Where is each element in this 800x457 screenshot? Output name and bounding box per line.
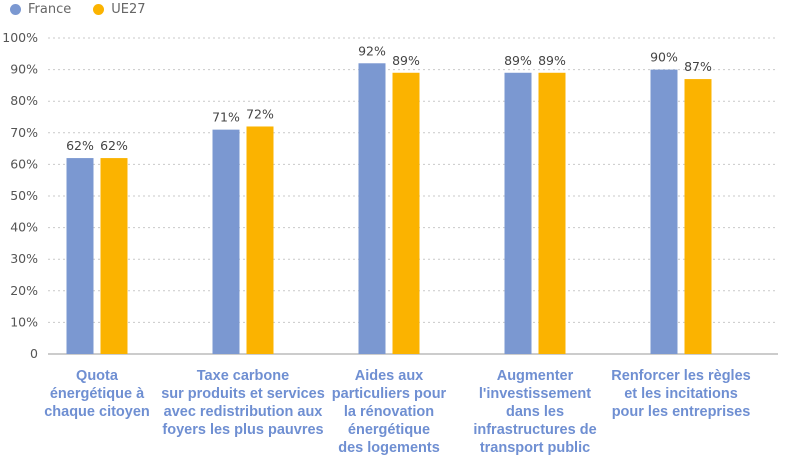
y-tick-label: 80% (10, 93, 38, 108)
bar-value-label: 89% (538, 53, 566, 68)
bar-value-label: 62% (66, 138, 94, 153)
bar-france (650, 69, 678, 354)
y-tick-label: 40% (10, 220, 38, 235)
y-tick-label: 0 (30, 346, 38, 361)
y-tick-label: 70% (10, 125, 38, 140)
legend-item-france: France (10, 2, 71, 17)
category-label: Augmenter l'investissement dans les infr… (473, 368, 597, 456)
bar-value-label: 89% (392, 53, 420, 68)
bar-ue27 (100, 158, 128, 354)
bar-value-label: 89% (504, 53, 532, 68)
bar-value-label: 90% (650, 50, 678, 65)
bar-ue27 (538, 72, 566, 354)
y-tick-label: 60% (10, 156, 38, 171)
bar-value-label: 92% (358, 43, 386, 58)
bar-ue27 (246, 126, 274, 354)
bar-ue27 (684, 79, 712, 354)
bar-value-label: 62% (100, 138, 128, 153)
legend-swatch-france (10, 4, 21, 15)
bar-france (66, 158, 94, 354)
category-label: Aides aux particuliers pour la rénovatio… (331, 368, 447, 456)
legend-item-ue27: UE27 (93, 2, 146, 17)
bar-france (504, 72, 532, 354)
legend-label-france: France (28, 2, 72, 17)
bar-ue27 (392, 72, 420, 354)
category-label: Quota énergétique à chaque citoyen (44, 368, 150, 420)
category-label: Renforcer les règles et les incitations … (611, 368, 751, 420)
category-label: Taxe carbone sur produits et services av… (161, 368, 325, 438)
y-tick-label: 90% (10, 62, 38, 77)
legend-swatch-ue27 (93, 4, 105, 15)
y-tick-label: 30% (10, 251, 38, 266)
bar-value-label: 71% (212, 110, 240, 125)
bar-france (358, 63, 386, 354)
bar-value-label: 72% (246, 106, 274, 121)
legend-label-ue27: UE27 (111, 2, 146, 17)
y-tick-label: 50% (10, 188, 38, 203)
legend: France UE27 (10, 2, 146, 17)
y-tick-label: 20% (10, 283, 38, 298)
bar-value-label: 87% (684, 59, 712, 74)
bar-france (212, 129, 240, 354)
y-tick-label: 10% (10, 314, 38, 329)
y-tick-label: 100% (2, 30, 38, 45)
